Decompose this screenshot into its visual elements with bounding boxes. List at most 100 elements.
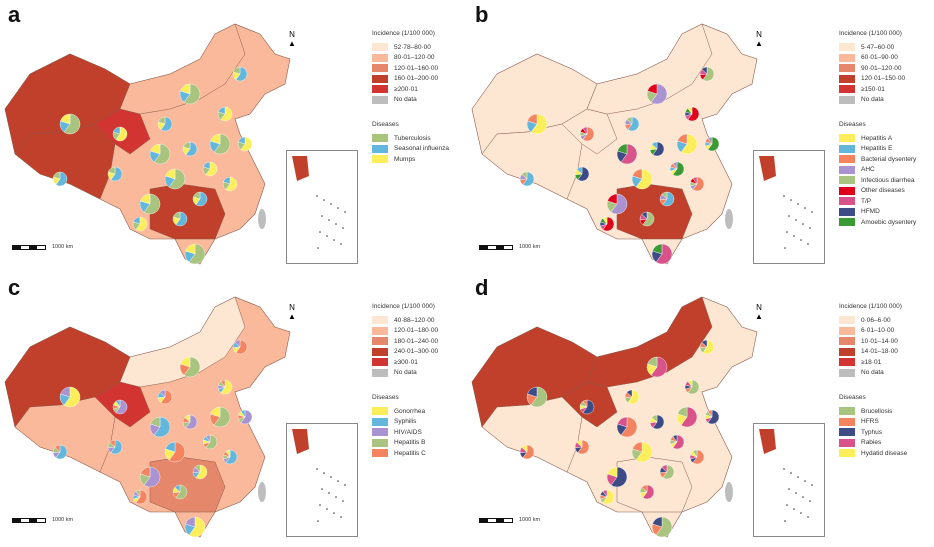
taiwan (258, 209, 266, 229)
pie-slice (184, 414, 191, 423)
disease-label: HIV/AIDS (394, 428, 422, 436)
class-label: 240·01–300·00 (394, 348, 439, 356)
pie-slice (158, 116, 166, 125)
swatch (839, 428, 855, 437)
swatch (839, 326, 855, 335)
class-label: 120·01–180·00 (394, 327, 439, 335)
pie-slice (150, 416, 161, 428)
region-south (616, 183, 693, 240)
pie-slice (109, 439, 116, 448)
pie-slice (143, 193, 161, 215)
pie-slice (707, 409, 713, 418)
swatch (372, 134, 388, 143)
pie-slice (55, 171, 68, 187)
pie-slice (55, 444, 68, 460)
incidence-class: No data (372, 368, 438, 379)
disease-item: Bacterial dysentery (839, 154, 916, 165)
class-label: 90·01–120·00 (861, 64, 902, 72)
pie-slice (602, 489, 608, 498)
pie-slice (110, 166, 123, 182)
incidence-class: 6·01–10·00 (839, 326, 907, 337)
pie-slice (652, 243, 663, 255)
swatch (372, 155, 388, 164)
incidence-class: 0·06–6·00 (839, 315, 907, 326)
pie-slice (651, 414, 658, 423)
pie-slice (225, 176, 238, 192)
pie-slice (194, 464, 201, 473)
pie-slice (632, 168, 643, 180)
region-south (616, 456, 693, 513)
swatch (372, 85, 388, 94)
swatch (372, 337, 388, 346)
disease-item: Amoebic dysentery (839, 217, 916, 228)
pie-slice (530, 113, 548, 135)
disease-item: Hepatitis E (839, 144, 916, 155)
legend: Incidence (1/100 000) 52·78–80·00 80·01–1… (372, 30, 449, 165)
disease-label: HFMD (861, 208, 880, 216)
swatch (839, 53, 855, 62)
south-china-sea-inset (753, 423, 825, 537)
pie-slice (183, 356, 201, 378)
class-label: 40·88–120·00 (394, 316, 435, 324)
panel-label: b (475, 2, 489, 27)
disease-item: Brucellosis (839, 406, 907, 417)
pie-slice (115, 126, 128, 142)
swatch (839, 347, 855, 356)
disease-label: Hydatid disease (861, 449, 908, 457)
disease-item: Infectious diarrhea (839, 175, 916, 186)
pie-slice (687, 106, 693, 115)
scale-bar: 1000 km (479, 517, 540, 523)
pie-slice (655, 243, 673, 265)
swatch (372, 326, 388, 335)
south-china-sea-inset (286, 423, 358, 537)
disease-label: Hepatitis B (394, 439, 426, 447)
incidence-class: 52·78–80·00 (372, 42, 449, 53)
pie-slice (240, 409, 246, 418)
class-label: No data (394, 369, 417, 377)
swatch (839, 134, 855, 143)
pie-slice (642, 484, 655, 500)
pie-slice (63, 113, 81, 135)
pie-slice (687, 106, 700, 122)
pie-slice (135, 489, 141, 498)
swatch (372, 74, 388, 83)
pie-slice (692, 449, 705, 465)
pie-slice (60, 113, 71, 125)
pie-slice (238, 136, 246, 145)
disease-item: Hepatitis C (372, 448, 438, 459)
disease-item: Rabies (839, 438, 907, 449)
pie-slice (193, 191, 201, 200)
pie-slice (220, 379, 226, 388)
panel-label: a (8, 2, 21, 27)
disease-label: Other diseases (861, 187, 905, 195)
scale-label: 1000 km (519, 244, 541, 250)
pie-slice (661, 191, 668, 200)
pie-slice (213, 133, 231, 155)
scale-label: 1000 km (52, 244, 74, 250)
pie-slice (218, 106, 226, 115)
pie-slice (225, 449, 231, 458)
pie-slice (220, 106, 233, 122)
pie-slice (54, 444, 61, 453)
pie-slice (180, 83, 191, 95)
swatch (372, 438, 388, 447)
swatch (372, 449, 388, 458)
disease-label: Hepatitis E (861, 145, 893, 153)
swatch (372, 407, 388, 416)
pie-slice (626, 116, 633, 125)
swatch (839, 74, 855, 83)
swatch (839, 438, 855, 447)
pie-slice (627, 116, 640, 132)
pie-slice (180, 356, 191, 368)
south-china-sea-inset (286, 150, 358, 264)
pie-slice (210, 406, 221, 418)
pie-slice (165, 168, 176, 180)
disease-label: Tuberculosis (394, 134, 431, 142)
scale-label: 1000 km (519, 517, 541, 523)
pie-slice (183, 141, 191, 150)
pie-slice (602, 216, 615, 232)
legend: Incidence (1/100 000) 0·06–6·00 6·01–10·0… (839, 303, 907, 459)
pie-slice (521, 171, 528, 180)
pie-slice (687, 379, 700, 395)
pie-slice (140, 466, 151, 478)
